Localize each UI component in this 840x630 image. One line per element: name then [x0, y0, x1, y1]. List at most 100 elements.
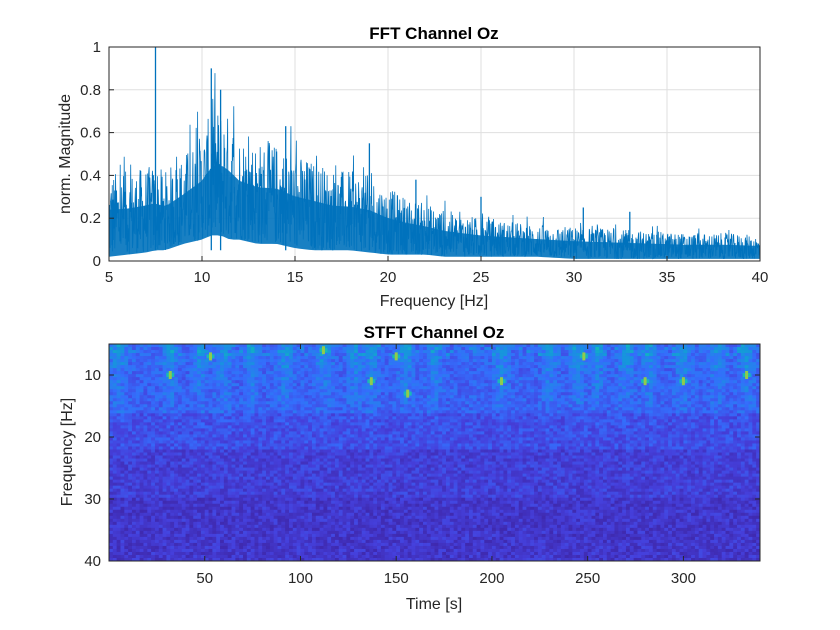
stft-cell [177, 440, 183, 444]
stft-cell [128, 446, 133, 450]
stft-cell [131, 551, 137, 556]
stft-cell [162, 485, 167, 490]
stft-cell [124, 476, 129, 481]
stft-cell [285, 383, 290, 387]
stft-cell [200, 434, 206, 438]
stft-cell [304, 431, 309, 435]
stft-cell [216, 512, 221, 517]
stft-cell [170, 533, 175, 538]
stft-cell [227, 440, 232, 444]
stft-cell [323, 392, 328, 396]
stft-cell [177, 428, 183, 432]
stft-cell [208, 530, 213, 535]
stft-cell [235, 536, 240, 541]
stft-cell [216, 557, 221, 561]
stft-cell [174, 362, 179, 366]
stft-cell [208, 524, 213, 529]
stft-cell [124, 386, 129, 390]
stft-cell [266, 497, 271, 502]
stft-cell [112, 524, 118, 529]
stft-cell [151, 386, 156, 390]
stft-cell [365, 419, 370, 423]
stft-cell [193, 389, 198, 393]
stft-cell [135, 497, 141, 502]
stft-cell [112, 467, 118, 471]
stft-cell [227, 467, 232, 471]
stft-cell [200, 554, 206, 559]
stft-cell [128, 524, 133, 529]
stft-cell [258, 500, 263, 505]
stft-cell [143, 527, 148, 532]
stft-cell [315, 398, 321, 402]
stft-cell [365, 461, 370, 465]
stft-cell [131, 437, 137, 441]
stft-cell [350, 551, 355, 556]
stft-cell [350, 467, 355, 471]
stft-cell [200, 347, 206, 351]
stft-cell [166, 473, 171, 478]
stft-cell [189, 383, 194, 387]
stft-cell [269, 395, 275, 399]
stft-cell [323, 425, 328, 429]
stft-cell [304, 503, 309, 508]
stft-cell [116, 527, 121, 532]
stft-cell [151, 488, 156, 493]
stft-cell [292, 425, 298, 429]
stft-cell [281, 413, 286, 417]
stft-cell [231, 353, 236, 357]
stft-cell [120, 359, 125, 363]
stft-cell [200, 413, 206, 417]
stft-cell [128, 350, 133, 354]
stft-cell [158, 527, 164, 532]
stft-cell [116, 416, 121, 420]
stft-cell [235, 413, 240, 417]
stft-cell [250, 536, 255, 541]
stft-cell [170, 497, 175, 502]
stft-cell [170, 536, 175, 541]
stft-cell [308, 425, 313, 429]
stft-cell [350, 497, 355, 502]
stft-cell [266, 527, 271, 532]
stft-cell [323, 557, 328, 561]
stft-cell [109, 467, 114, 471]
stft-cell [185, 539, 190, 544]
stft-cell [208, 362, 213, 366]
stft-cell [361, 521, 366, 526]
stft-cell [220, 347, 225, 351]
stft-cell [128, 383, 133, 387]
stft-cell [331, 551, 336, 556]
stft-cell [177, 512, 183, 517]
stft-cell [292, 350, 298, 354]
stft-cell [220, 440, 225, 444]
stft-cell [288, 422, 294, 426]
stft-cell [177, 515, 183, 520]
stft-cell [296, 461, 301, 465]
stft-cell [246, 428, 252, 432]
stft-cell [181, 467, 186, 471]
stft-cell [174, 359, 179, 363]
stft-cell [212, 464, 217, 468]
stft-cell [292, 413, 298, 417]
stft-cell [235, 449, 240, 453]
stft-cell [189, 395, 194, 399]
stft-cell [350, 425, 355, 429]
stft-cell [327, 467, 332, 471]
stft-cell [361, 527, 366, 532]
stft-cell [220, 497, 225, 502]
stft-cell [254, 527, 259, 532]
stft-cell [193, 473, 198, 478]
stft-cell [193, 344, 198, 348]
stft-cell [185, 479, 190, 484]
stft-cell [112, 425, 118, 429]
stft-cell [166, 350, 171, 354]
stft-cell [131, 434, 137, 438]
stft-cell [365, 362, 370, 366]
stft-cell [308, 452, 313, 456]
stft-cell [258, 470, 263, 474]
stft-cell [327, 362, 332, 366]
stft-cell [350, 494, 355, 499]
stft-cell [170, 503, 175, 508]
stft-cell [308, 356, 313, 360]
stft-cell [162, 473, 167, 478]
stft-cell [109, 488, 114, 493]
